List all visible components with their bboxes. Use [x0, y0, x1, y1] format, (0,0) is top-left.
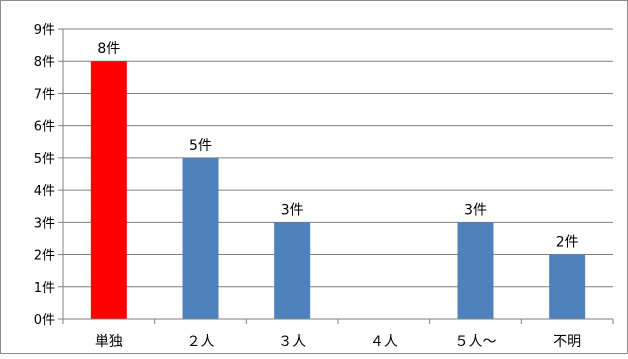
- x-tick-label: 不明: [553, 334, 581, 350]
- x-tick-label: ３人: [278, 334, 306, 350]
- data-label: 3件: [281, 202, 304, 218]
- bar: [182, 157, 219, 319]
- data-label: 8件: [97, 41, 120, 57]
- bar: [549, 254, 586, 319]
- axes: [62, 29, 613, 320]
- bars: [90, 61, 586, 319]
- bar: [90, 61, 127, 319]
- bar: [274, 222, 311, 319]
- y-tick-label: 4件: [34, 184, 55, 199]
- data-labels: 8件 5件 3件 3件 2件: [97, 41, 578, 250]
- x-tick-label: ５人～: [455, 334, 497, 350]
- y-tick-label: 1件: [34, 281, 55, 296]
- y-axis-ticks: 0件 1件 2件 3件 4件 5件 6件 7件 8件 9件: [34, 23, 63, 328]
- y-tick-label: 9件: [34, 23, 55, 38]
- data-label: 5件: [189, 138, 212, 154]
- y-tick-label: 6件: [34, 120, 55, 135]
- y-tick-label: 0件: [34, 313, 55, 328]
- y-tick-label: 8件: [34, 55, 55, 70]
- x-axis-ticks: 単独 ２人 ３人 ４人 ５人～ 不明: [62, 319, 614, 350]
- data-label: 2件: [556, 235, 579, 251]
- x-tick-label: ４人: [370, 334, 398, 350]
- y-tick-label: 7件: [34, 87, 55, 102]
- y-tick-label: 5件: [34, 152, 55, 167]
- x-tick-label: ２人: [187, 334, 215, 350]
- data-label: 3件: [464, 202, 487, 218]
- bar: [457, 222, 494, 319]
- gridlines: [63, 28, 613, 288]
- y-tick-label: 2件: [34, 249, 55, 264]
- x-tick-label: 単独: [95, 334, 123, 350]
- y-tick-label: 3件: [34, 216, 55, 231]
